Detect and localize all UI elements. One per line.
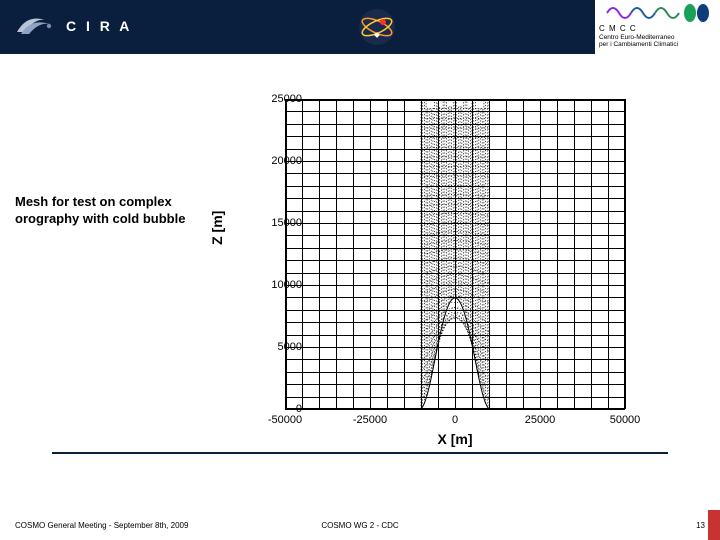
- plot-region: [285, 99, 625, 409]
- chart-area: Z [m] X [m] 0500010000150002000025000-50…: [245, 99, 650, 449]
- cmcc-waves-icon: [599, 2, 716, 24]
- cmcc-box: C M C C Centro Euro-Mediterraneo per i C…: [595, 0, 720, 54]
- cira-text: C I R A: [66, 18, 132, 34]
- header-bar: C I R A C M C C Centro Euro-Mediterraneo…: [0, 0, 720, 54]
- content-area: Mesh for test on complex orography with …: [0, 54, 720, 494]
- divider-line: [52, 452, 668, 454]
- cira-logo: C I R A: [15, 12, 132, 40]
- cosmo-logo-icon: [358, 8, 396, 46]
- footer: COSMO General Meeting - September 8th, 2…: [0, 510, 720, 540]
- cmcc-label: C M C C: [599, 25, 716, 34]
- y-tick: 5000: [252, 341, 302, 353]
- y-tick: 25000: [252, 93, 302, 105]
- x-tick: -25000: [340, 414, 400, 426]
- cira-swoosh-icon: [15, 12, 60, 40]
- y-tick: 20000: [252, 155, 302, 167]
- x-tick: 50000: [595, 414, 655, 426]
- y-tick: 15000: [252, 217, 302, 229]
- chart-caption: Mesh for test on complex orography with …: [15, 194, 195, 228]
- cmcc-sub1: Centro Euro-Mediterraneo: [599, 34, 716, 41]
- x-tick: -50000: [255, 414, 315, 426]
- x-tick: 25000: [510, 414, 570, 426]
- footer-center: COSMO WG 2 - CDC: [0, 521, 720, 530]
- cmcc-sub2: per i Cambiamenti Climatici: [599, 41, 716, 48]
- footer-page-number: 13: [696, 521, 705, 530]
- y-axis-label: Z [m]: [209, 211, 225, 245]
- x-tick: 0: [425, 414, 485, 426]
- x-axis-label: X [m]: [285, 431, 625, 447]
- footer-accent: [708, 510, 720, 540]
- y-tick: 10000: [252, 279, 302, 291]
